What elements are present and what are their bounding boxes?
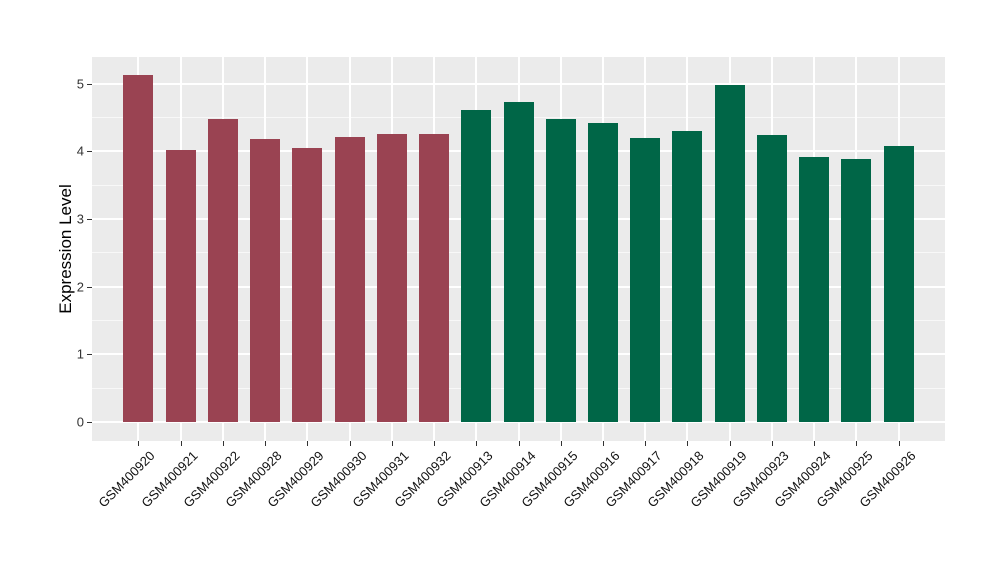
bar-GSM400920: [123, 74, 154, 422]
y-tick-mark: [87, 422, 92, 423]
x-tick-mark: [898, 441, 900, 446]
bar-GSM400925: [841, 158, 872, 422]
bar-GSM400914: [503, 102, 534, 422]
bar-GSM400930: [334, 136, 365, 422]
x-tick-mark: [729, 441, 731, 446]
chart-panel: [92, 57, 945, 441]
bar-GSM400932: [419, 133, 450, 422]
y-tick-label: 1: [76, 346, 84, 362]
x-tick-mark: [222, 441, 224, 446]
bar-GSM400922: [207, 118, 238, 422]
y-tick-mark: [87, 83, 92, 85]
x-tick-mark: [856, 441, 858, 446]
x-tick-mark: [518, 441, 520, 446]
y-tick-label: 2: [76, 279, 84, 295]
y-tick-label: 5: [76, 76, 84, 91]
bar-GSM400923: [756, 134, 787, 422]
bar-GSM400917: [630, 137, 661, 422]
x-tick-mark: [687, 441, 689, 446]
x-tick-mark: [645, 441, 647, 446]
y-tick-mark: [87, 354, 92, 356]
x-tick-mark: [391, 441, 393, 446]
bar-GSM400928: [250, 139, 281, 422]
y-tick-mark: [87, 218, 92, 220]
x-tick-mark: [560, 441, 562, 446]
x-tick-mark: [349, 441, 351, 446]
bar-GSM400919: [714, 84, 745, 422]
bar-GSM400913: [461, 109, 492, 422]
x-tick-mark: [265, 441, 267, 446]
x-tick-mark: [138, 441, 140, 446]
y-tick-label: 0: [76, 414, 84, 430]
y-tick-mark: [87, 286, 92, 288]
x-tick-mark: [771, 441, 773, 446]
bar-GSM400931: [376, 134, 407, 422]
bar-GSM400916: [587, 122, 618, 422]
bar-GSM400926: [883, 146, 914, 422]
bar-GSM400924: [799, 156, 830, 422]
bar-GSM400921: [165, 149, 196, 422]
x-tick-mark: [434, 441, 436, 446]
x-tick-mark: [814, 441, 816, 446]
bar-GSM400929: [292, 147, 323, 422]
x-tick-mark: [476, 441, 478, 446]
bar-GSM400918: [672, 130, 703, 422]
y-axis-title: Expression Level: [56, 184, 75, 314]
y-tick-label: 4: [76, 143, 84, 159]
y-tick-mark: [87, 151, 92, 153]
x-tick-mark: [602, 441, 604, 446]
bar-GSM400915: [545, 118, 576, 422]
x-tick-mark: [307, 441, 309, 446]
x-tick-mark: [180, 441, 182, 446]
y-tick-label: 3: [76, 211, 84, 227]
